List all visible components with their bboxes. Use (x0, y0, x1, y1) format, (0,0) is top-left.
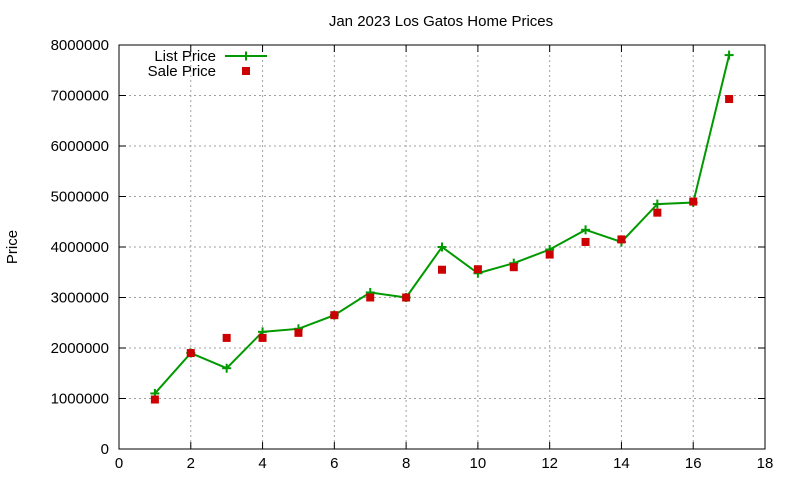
x-tick-label: 2 (187, 455, 195, 472)
list-price-point (437, 242, 447, 252)
list-price-point (581, 225, 591, 235)
sale-price-point (725, 95, 734, 104)
sale-price-point (222, 333, 231, 342)
x-tick-label: 16 (685, 455, 702, 472)
list-price-point (724, 50, 734, 60)
legend-label-list-price: List Price (154, 48, 216, 65)
x-tick-label: 6 (330, 455, 338, 472)
series-marks (150, 50, 734, 404)
list-price-point (222, 363, 232, 373)
y-tick-label: 3000000 (51, 290, 109, 307)
axis-ticks: 0 2 4 6 8 10 12 14 16 18 0 1000000 2000000 3000000 400… (51, 37, 774, 472)
legend-marker-sale-price (242, 67, 250, 75)
list-price-point (652, 199, 662, 209)
sale-price-point (581, 237, 590, 246)
sale-price-point (186, 349, 195, 358)
y-tick-label: 5000000 (51, 189, 109, 206)
sale-price-point (545, 250, 554, 259)
x-tick-label: 18 (757, 455, 774, 472)
x-tick-label: 8 (402, 455, 410, 472)
x-tick-label: 4 (258, 455, 266, 472)
sale-price-point (438, 265, 446, 274)
sale-price-point (689, 197, 698, 206)
y-tick-label: 4000000 (51, 239, 109, 256)
x-tick-label: 10 (470, 455, 487, 472)
sale-price-point (617, 235, 626, 244)
y-tick-label: 1000000 (51, 391, 109, 408)
sale-price-point (294, 328, 303, 337)
chart-title: Jan 2023 Los Gatos Home Prices (329, 13, 553, 30)
y-axis-label: Price (4, 230, 21, 264)
sale-price-point (509, 263, 518, 272)
x-tick-label: 12 (541, 455, 558, 472)
y-tick-label: 7000000 (51, 88, 109, 105)
legend-label-sale-price: Sale Price (148, 63, 216, 80)
grid-lines (119, 45, 765, 449)
y-tick-label: 2000000 (51, 340, 109, 357)
y-tick-label: 8000000 (51, 37, 109, 54)
list-price-line (154, 54, 731, 395)
sale-price-point (258, 333, 267, 342)
x-tick-label: 14 (613, 455, 630, 472)
sale-price-point (366, 293, 375, 302)
sale-price-point (330, 311, 339, 320)
sale-price-point (653, 208, 662, 217)
sale-price-point (150, 395, 159, 404)
sale-price-point (402, 293, 411, 302)
y-tick-label: 6000000 (51, 138, 109, 155)
sale-price-point (473, 265, 482, 274)
y-tick-label: 0 (101, 441, 109, 458)
x-tick-label: 0 (115, 455, 123, 472)
